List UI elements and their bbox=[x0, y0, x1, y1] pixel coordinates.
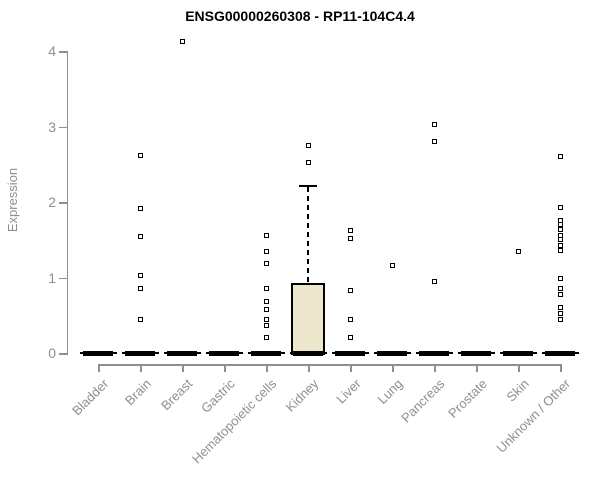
x-tick bbox=[518, 364, 520, 372]
outlier-point bbox=[137, 286, 143, 292]
outlier-point bbox=[137, 273, 143, 279]
outlier-point bbox=[557, 237, 563, 243]
x-tick-label: Pancreas bbox=[398, 376, 448, 426]
median-bar bbox=[335, 350, 365, 356]
x-tick bbox=[434, 364, 436, 372]
y-tick-label: 0 bbox=[48, 345, 56, 361]
outlier-point bbox=[263, 285, 269, 291]
outlier-point bbox=[557, 291, 563, 297]
outlier-point bbox=[305, 142, 311, 148]
outlier-point bbox=[431, 139, 437, 145]
outlier-point bbox=[305, 160, 311, 166]
box bbox=[291, 282, 325, 355]
x-tick-label: Breast bbox=[158, 376, 196, 414]
y-tick-label: 1 bbox=[48, 269, 56, 286]
median-bar bbox=[251, 350, 281, 356]
y-tick bbox=[59, 51, 67, 53]
y-tick-label: 3 bbox=[48, 118, 56, 135]
outlier-point bbox=[263, 261, 269, 267]
outlier-point bbox=[263, 299, 269, 305]
median-bar bbox=[377, 350, 407, 356]
chart-title: ENSG00000260308 - RP11-104C4.4 bbox=[185, 8, 415, 24]
median-bar bbox=[503, 350, 533, 356]
outlier-point bbox=[263, 323, 269, 329]
x-tick bbox=[308, 364, 310, 372]
outlier-point bbox=[389, 262, 395, 268]
y-axis-line bbox=[66, 51, 68, 355]
outlier-point bbox=[431, 278, 437, 284]
median-bar bbox=[167, 350, 197, 356]
outlier-point bbox=[263, 316, 269, 322]
outlier-point bbox=[431, 121, 437, 127]
outlier-point bbox=[263, 307, 269, 313]
x-axis-line bbox=[98, 364, 562, 366]
x-tick bbox=[98, 364, 100, 372]
x-tick-label: Brain bbox=[121, 376, 154, 409]
x-tick bbox=[476, 364, 478, 372]
x-tick bbox=[224, 364, 226, 372]
outlier-point bbox=[515, 249, 521, 255]
outlier-point bbox=[179, 39, 185, 45]
y-axis-label: Expression bbox=[5, 167, 20, 233]
whisker bbox=[307, 186, 309, 283]
outlier-point bbox=[263, 232, 269, 238]
outlier-point bbox=[347, 334, 353, 340]
outlier-point bbox=[557, 204, 563, 210]
outlier-point bbox=[137, 317, 143, 323]
x-tick-label: Liver bbox=[333, 376, 364, 407]
outlier-point bbox=[557, 154, 563, 160]
outlier-point bbox=[347, 228, 353, 234]
x-tick bbox=[350, 364, 352, 372]
x-tick bbox=[140, 364, 142, 372]
median-bar bbox=[293, 350, 323, 356]
x-tick-label: Skin bbox=[503, 376, 532, 405]
median-bar bbox=[461, 350, 491, 356]
outlier-point bbox=[263, 335, 269, 341]
x-tick-label: Lung bbox=[374, 376, 406, 408]
x-tick bbox=[392, 364, 394, 372]
x-tick-label: Unknown / Other bbox=[494, 376, 574, 456]
y-tick-label: 2 bbox=[48, 194, 56, 210]
x-tick bbox=[560, 364, 562, 372]
outlier-point bbox=[557, 275, 563, 281]
outlier-point bbox=[137, 152, 143, 158]
outlier-point bbox=[137, 234, 143, 240]
whisker-cap bbox=[299, 184, 317, 187]
median-bar bbox=[209, 350, 239, 356]
x-tick bbox=[182, 364, 184, 372]
outlier-point bbox=[137, 205, 143, 211]
outlier-point bbox=[557, 232, 563, 238]
x-tick-label: Kidney bbox=[282, 376, 322, 415]
outlier-point bbox=[557, 305, 563, 311]
y-tick bbox=[59, 126, 67, 128]
median-bar bbox=[419, 350, 449, 356]
outlier-point bbox=[557, 311, 563, 317]
outlier-point bbox=[557, 242, 563, 248]
x-tick-label: Bladder bbox=[69, 376, 112, 419]
y-tick-label: 4 bbox=[48, 43, 56, 59]
outlier-point bbox=[347, 316, 353, 322]
x-tick-label: Prostate bbox=[444, 376, 490, 421]
outlier-point bbox=[557, 317, 563, 323]
outlier-point bbox=[557, 227, 563, 233]
median-bar bbox=[83, 350, 113, 356]
median-bar bbox=[545, 350, 575, 356]
outlier-point bbox=[557, 285, 563, 291]
outlier-point bbox=[557, 247, 563, 253]
median-bar bbox=[125, 350, 155, 356]
y-tick bbox=[59, 277, 67, 279]
x-tick-label: Gastric bbox=[197, 376, 238, 416]
outlier-point bbox=[347, 287, 353, 293]
outlier-point bbox=[263, 249, 269, 255]
x-tick bbox=[266, 364, 268, 372]
outlier-point bbox=[347, 236, 353, 242]
outlier-point bbox=[557, 217, 563, 223]
y-tick bbox=[59, 353, 67, 355]
y-tick bbox=[59, 202, 67, 204]
outlier-point bbox=[557, 222, 563, 228]
